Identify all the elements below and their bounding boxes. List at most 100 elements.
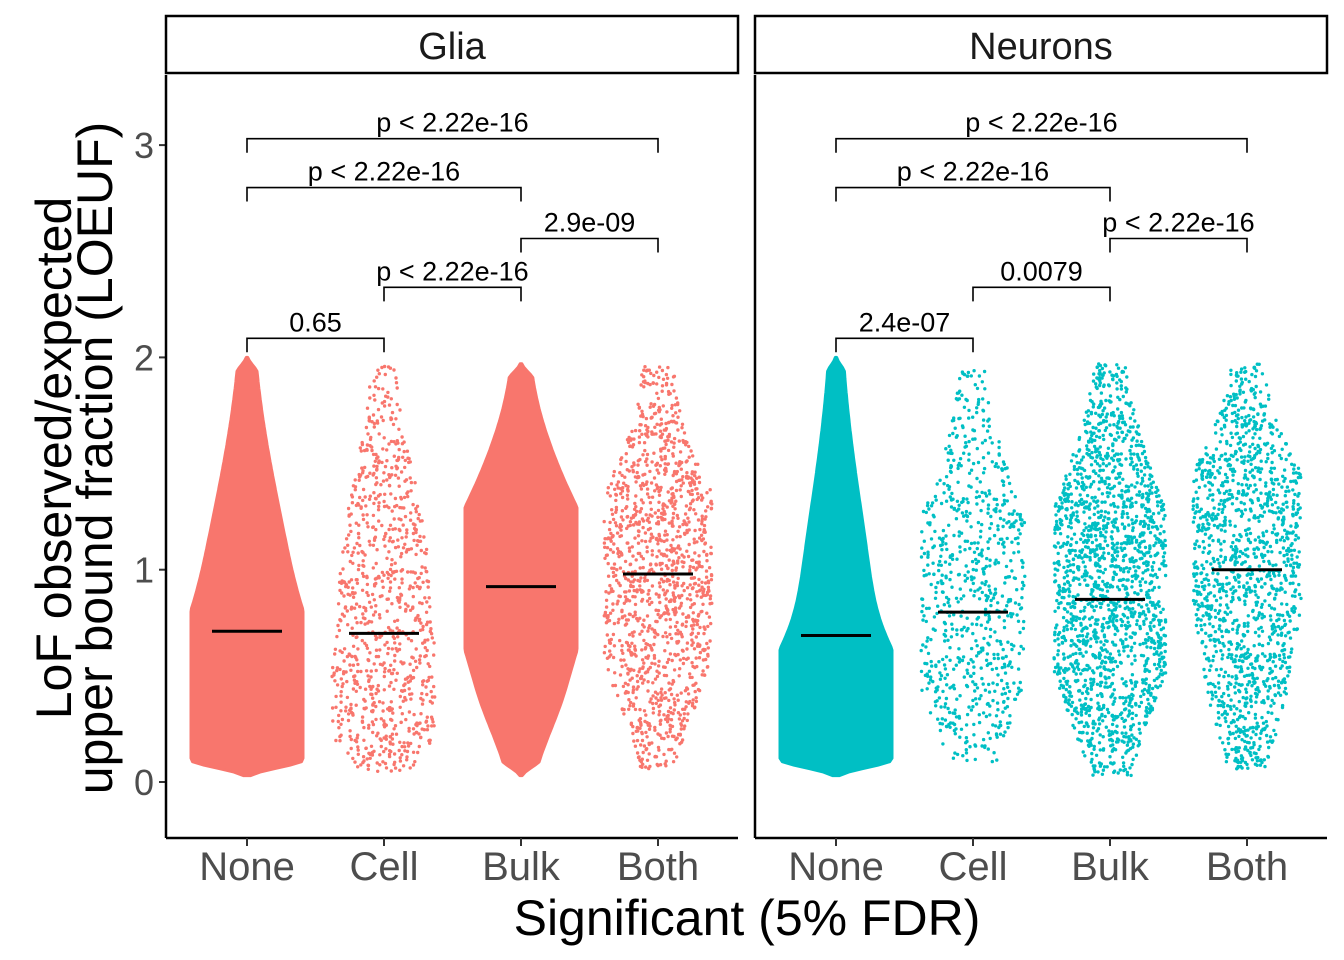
data-point bbox=[1153, 606, 1158, 610]
data-point bbox=[1074, 651, 1078, 656]
data-point bbox=[662, 611, 667, 615]
data-point bbox=[1094, 561, 1098, 565]
data-point bbox=[685, 597, 690, 601]
data-point bbox=[1100, 629, 1105, 633]
data-point bbox=[658, 585, 662, 589]
data-point bbox=[631, 634, 635, 638]
data-point bbox=[1139, 605, 1144, 609]
data-point bbox=[353, 488, 357, 492]
data-point bbox=[361, 551, 365, 555]
data-point bbox=[945, 673, 950, 677]
data-point bbox=[1065, 627, 1070, 632]
data-point bbox=[382, 436, 386, 440]
data-point bbox=[407, 687, 411, 691]
data-point bbox=[702, 528, 706, 532]
data-point bbox=[1103, 660, 1108, 664]
data-point bbox=[405, 449, 410, 453]
data-point bbox=[378, 635, 382, 639]
data-point bbox=[655, 382, 659, 386]
data-point bbox=[648, 513, 652, 517]
data-point bbox=[1079, 710, 1084, 714]
data-point bbox=[608, 583, 612, 588]
data-point bbox=[981, 499, 985, 503]
data-point bbox=[645, 599, 650, 603]
data-point bbox=[656, 612, 660, 617]
data-point bbox=[691, 565, 696, 570]
data-point bbox=[355, 578, 359, 582]
data-point bbox=[1104, 464, 1109, 468]
data-point bbox=[700, 580, 704, 584]
data-point bbox=[1111, 617, 1115, 622]
data-point bbox=[362, 738, 366, 742]
swarm-both bbox=[1191, 362, 1303, 771]
data-point bbox=[666, 462, 671, 466]
data-point bbox=[657, 713, 661, 717]
data-point bbox=[374, 648, 379, 652]
data-point bbox=[391, 539, 395, 544]
data-point bbox=[631, 584, 635, 589]
data-point bbox=[1155, 537, 1159, 541]
data-point bbox=[1069, 521, 1073, 525]
data-point bbox=[922, 551, 927, 556]
data-point bbox=[1088, 485, 1092, 489]
data-point bbox=[674, 499, 678, 503]
data-point bbox=[1143, 613, 1148, 617]
data-point bbox=[426, 724, 430, 728]
data-point bbox=[665, 505, 669, 509]
data-point bbox=[1105, 581, 1110, 586]
data-point bbox=[1139, 550, 1144, 554]
data-point bbox=[383, 761, 388, 766]
data-point bbox=[1209, 562, 1213, 566]
data-point bbox=[659, 449, 663, 453]
data-point bbox=[398, 756, 402, 760]
data-point bbox=[1097, 718, 1101, 722]
data-point bbox=[677, 674, 681, 678]
data-point bbox=[645, 758, 650, 762]
data-point bbox=[338, 571, 342, 576]
data-point bbox=[350, 553, 354, 558]
data-point bbox=[1078, 698, 1082, 702]
data-point bbox=[391, 570, 395, 574]
data-point bbox=[1115, 664, 1120, 669]
data-point bbox=[1082, 510, 1086, 514]
data-point bbox=[998, 509, 1002, 513]
data-point bbox=[1137, 543, 1141, 548]
data-point bbox=[638, 484, 643, 488]
data-point bbox=[1140, 476, 1145, 480]
data-point bbox=[694, 568, 698, 572]
data-point bbox=[694, 560, 699, 565]
data-point bbox=[398, 694, 402, 699]
data-point bbox=[951, 497, 955, 501]
data-point bbox=[1067, 602, 1072, 606]
data-point bbox=[611, 602, 615, 606]
data-point bbox=[1080, 476, 1084, 480]
data-point bbox=[1122, 725, 1127, 729]
data-point bbox=[375, 548, 379, 552]
data-point bbox=[1065, 708, 1069, 712]
data-point bbox=[971, 660, 975, 664]
data-point bbox=[338, 618, 342, 622]
data-point bbox=[354, 602, 359, 606]
panel-strip bbox=[164, 14, 740, 75]
data-point bbox=[624, 483, 628, 488]
data-point bbox=[633, 744, 638, 748]
data-point bbox=[1123, 490, 1128, 494]
data-point bbox=[703, 627, 707, 631]
data-point bbox=[1056, 541, 1060, 545]
data-point bbox=[709, 545, 713, 549]
data-point bbox=[354, 740, 359, 744]
data-point bbox=[429, 632, 434, 636]
data-point bbox=[1152, 543, 1156, 548]
data-point bbox=[685, 471, 689, 475]
data-point bbox=[1069, 543, 1073, 548]
data-point bbox=[982, 466, 987, 471]
data-point bbox=[1138, 522, 1143, 526]
data-point bbox=[606, 619, 610, 623]
x-tick-label: Both bbox=[1206, 845, 1288, 889]
data-point bbox=[1120, 515, 1124, 519]
data-point bbox=[400, 536, 404, 540]
data-point bbox=[631, 580, 635, 584]
data-point bbox=[655, 468, 659, 472]
data-point bbox=[610, 508, 614, 512]
data-point bbox=[1081, 467, 1085, 471]
